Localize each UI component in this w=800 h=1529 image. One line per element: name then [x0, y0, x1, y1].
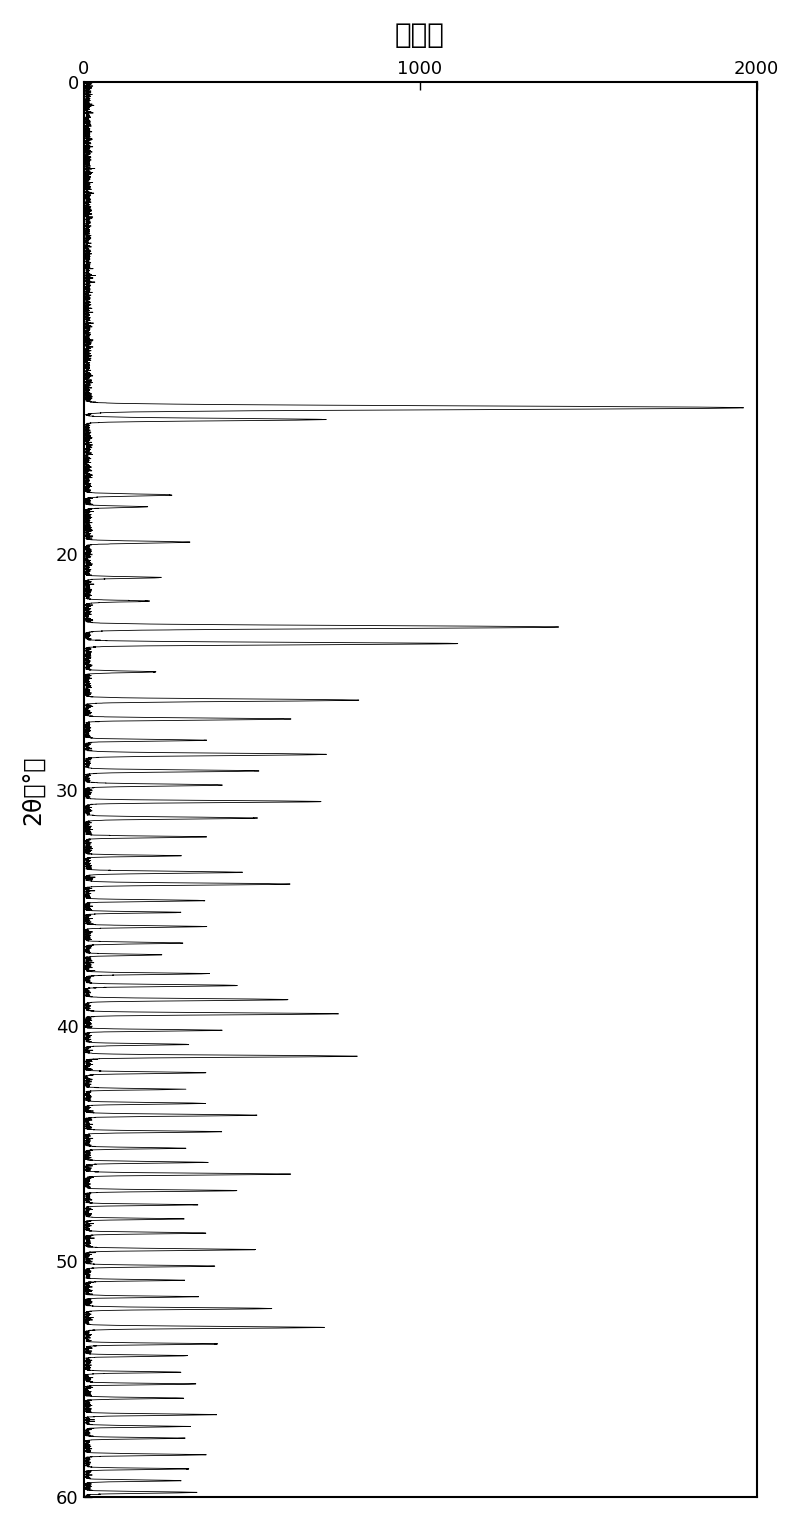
X-axis label: 強　度: 強 度 [395, 21, 445, 49]
Y-axis label: 2θ（°）: 2θ（°） [21, 755, 45, 824]
